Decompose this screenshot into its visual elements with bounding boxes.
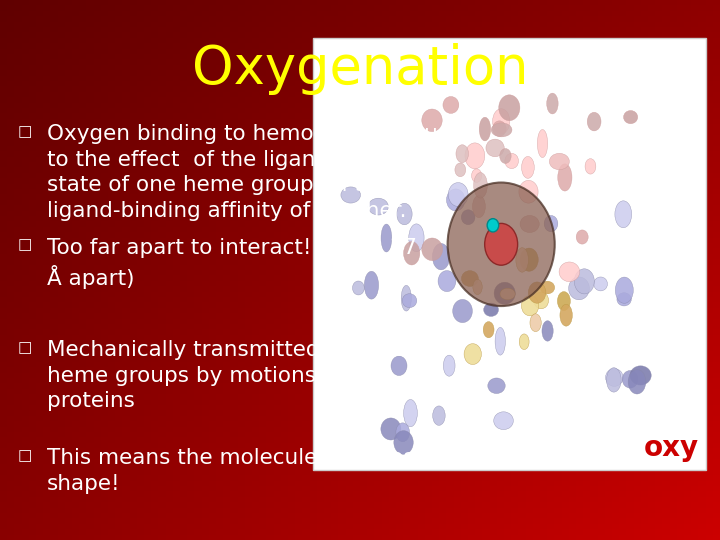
Ellipse shape — [456, 145, 469, 163]
Ellipse shape — [462, 210, 475, 225]
Ellipse shape — [444, 355, 455, 376]
Ellipse shape — [455, 163, 466, 177]
Ellipse shape — [433, 244, 450, 270]
Ellipse shape — [560, 304, 572, 326]
Ellipse shape — [569, 277, 590, 300]
Ellipse shape — [473, 279, 482, 295]
Ellipse shape — [464, 343, 482, 364]
Ellipse shape — [542, 321, 553, 341]
Ellipse shape — [534, 292, 549, 309]
Ellipse shape — [403, 241, 420, 265]
FancyBboxPatch shape — [313, 38, 706, 470]
Ellipse shape — [544, 215, 558, 232]
Ellipse shape — [472, 195, 485, 218]
Ellipse shape — [530, 314, 541, 332]
Text: Mechanically transmitted between
heme groups by motions of the
proteins: Mechanically transmitted between heme gr… — [47, 340, 419, 411]
Ellipse shape — [483, 322, 494, 338]
Ellipse shape — [391, 356, 407, 375]
Ellipse shape — [492, 109, 510, 134]
Ellipse shape — [499, 95, 520, 120]
Ellipse shape — [557, 292, 570, 310]
Ellipse shape — [462, 271, 478, 286]
Ellipse shape — [492, 121, 506, 137]
Ellipse shape — [494, 282, 516, 305]
Ellipse shape — [516, 248, 528, 272]
Ellipse shape — [540, 281, 554, 294]
Text: □: □ — [18, 238, 32, 253]
Ellipse shape — [409, 224, 424, 252]
Ellipse shape — [465, 143, 485, 169]
Ellipse shape — [487, 219, 499, 232]
Ellipse shape — [446, 189, 465, 211]
Ellipse shape — [449, 183, 468, 206]
Ellipse shape — [453, 300, 472, 322]
Ellipse shape — [448, 183, 554, 306]
Ellipse shape — [381, 224, 392, 252]
Ellipse shape — [422, 109, 442, 132]
Ellipse shape — [402, 294, 417, 308]
Ellipse shape — [628, 369, 646, 394]
Text: □: □ — [18, 340, 32, 355]
Ellipse shape — [558, 164, 572, 191]
Ellipse shape — [537, 130, 548, 158]
Ellipse shape — [484, 303, 498, 316]
Ellipse shape — [472, 169, 482, 183]
Ellipse shape — [500, 288, 516, 300]
Ellipse shape — [588, 112, 601, 131]
Ellipse shape — [521, 157, 534, 178]
Ellipse shape — [486, 139, 504, 157]
Text: Oxygenation: Oxygenation — [192, 43, 528, 95]
Ellipse shape — [397, 203, 412, 225]
Ellipse shape — [404, 400, 418, 427]
Ellipse shape — [422, 238, 443, 261]
Ellipse shape — [606, 369, 623, 386]
Ellipse shape — [364, 271, 379, 299]
Ellipse shape — [381, 418, 401, 440]
Ellipse shape — [576, 230, 588, 244]
Ellipse shape — [520, 215, 539, 233]
Ellipse shape — [433, 406, 445, 426]
Ellipse shape — [519, 334, 529, 349]
Ellipse shape — [394, 430, 413, 454]
Ellipse shape — [505, 153, 518, 168]
Ellipse shape — [341, 187, 361, 203]
Ellipse shape — [528, 282, 546, 303]
Ellipse shape — [495, 327, 505, 355]
Ellipse shape — [443, 97, 459, 113]
Text: Oxygen binding to hemoglobin is due
to the effect  of the ligand-binding
state o: Oxygen binding to hemoglobin is due to t… — [47, 124, 451, 221]
Ellipse shape — [549, 153, 570, 170]
Ellipse shape — [622, 370, 638, 388]
Text: □: □ — [18, 124, 32, 139]
Ellipse shape — [480, 117, 490, 141]
Ellipse shape — [617, 293, 631, 306]
Ellipse shape — [616, 277, 634, 303]
Ellipse shape — [438, 271, 456, 292]
Ellipse shape — [559, 262, 580, 282]
Text: This means the molecule changes
shape!: This means the molecule changes shape! — [47, 448, 414, 494]
Ellipse shape — [494, 412, 513, 430]
Ellipse shape — [546, 93, 558, 114]
Ellipse shape — [585, 159, 596, 174]
Ellipse shape — [401, 285, 411, 311]
Ellipse shape — [368, 198, 388, 215]
Ellipse shape — [520, 248, 539, 271]
Ellipse shape — [521, 295, 539, 316]
Text: oxy: oxy — [643, 434, 698, 462]
Ellipse shape — [606, 368, 621, 392]
Ellipse shape — [624, 111, 638, 124]
Text: Too far apart to interact! (25 to 37
Å apart): Too far apart to interact! (25 to 37 Å a… — [47, 238, 417, 288]
Ellipse shape — [491, 123, 512, 137]
Ellipse shape — [575, 269, 594, 294]
Ellipse shape — [474, 173, 487, 198]
Ellipse shape — [396, 423, 410, 442]
Ellipse shape — [500, 148, 511, 164]
Ellipse shape — [594, 277, 608, 291]
Ellipse shape — [630, 366, 651, 385]
Ellipse shape — [353, 281, 364, 295]
Ellipse shape — [615, 201, 631, 228]
Text: □: □ — [18, 448, 32, 463]
Ellipse shape — [488, 378, 505, 394]
Ellipse shape — [519, 180, 538, 203]
Ellipse shape — [485, 224, 518, 265]
